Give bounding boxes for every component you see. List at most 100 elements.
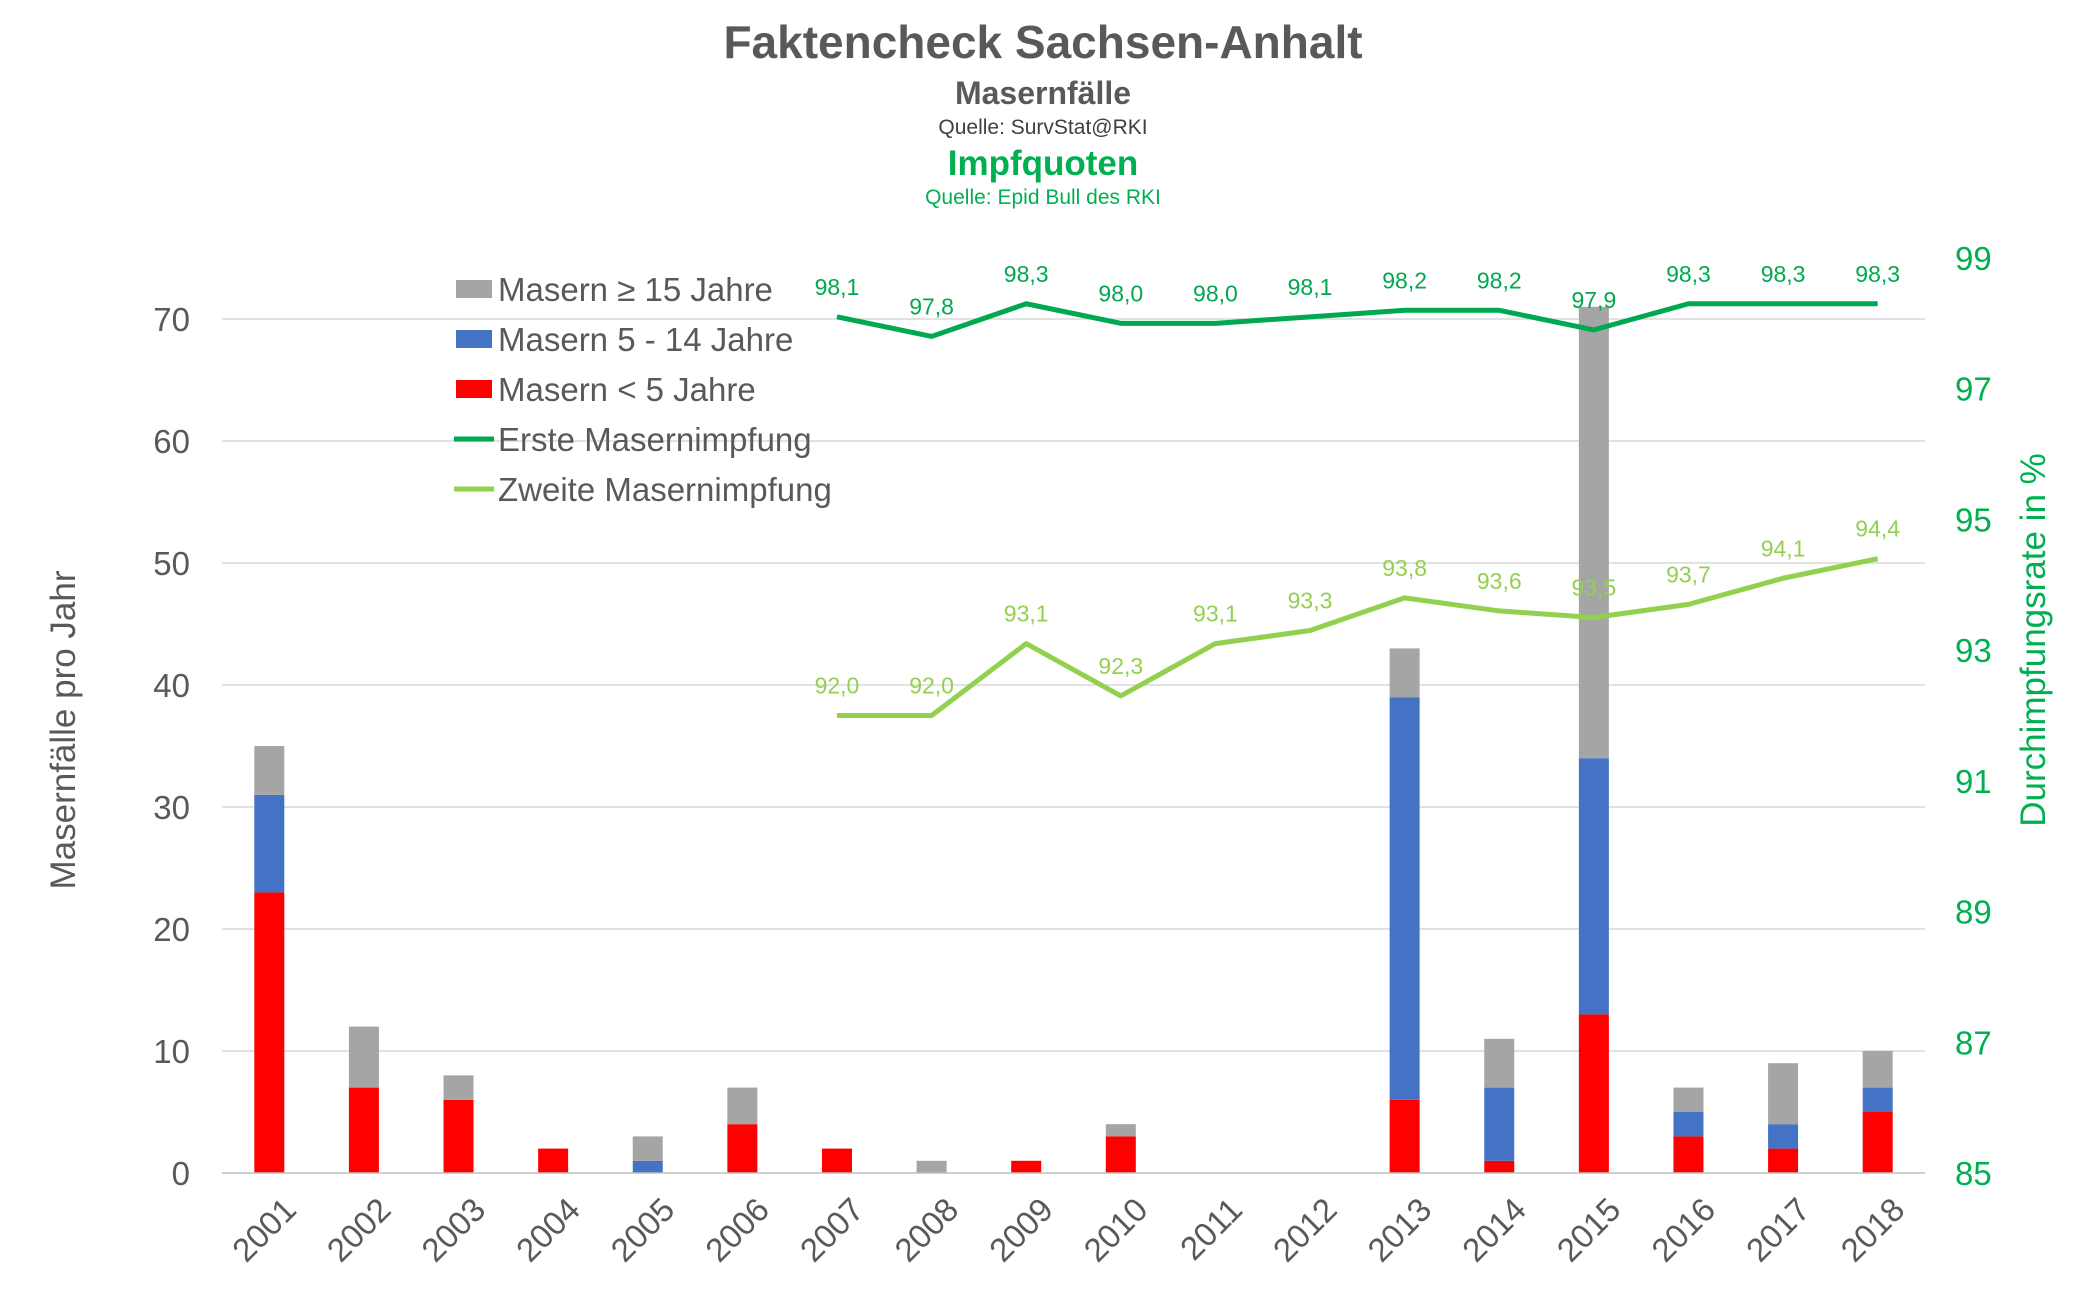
bar-under-5 — [1578, 1014, 1609, 1173]
data-label: 93,7 — [1666, 561, 1711, 587]
data-label: 98,3 — [1855, 261, 1900, 287]
bar-5-14 — [254, 794, 285, 893]
bar-5-14 — [632, 1160, 663, 1173]
data-labels: 98,1 97,8 98,3 98,0 98,0 98,1 98,2 98,2 97,9 98,3… — [815, 261, 1901, 699]
y-tick-right: 89 — [1955, 894, 1992, 931]
bar-under-5 — [1673, 1136, 1704, 1173]
data-label: 94,4 — [1855, 516, 1900, 542]
x-tick-label: 2009 — [982, 1191, 1060, 1269]
bar-15-plus — [1768, 1063, 1799, 1125]
x-tick-label: 2002 — [320, 1191, 398, 1269]
bar-under-5 — [254, 892, 285, 1173]
bar-under-5 — [1862, 1112, 1893, 1173]
bar-under-5 — [1484, 1160, 1515, 1173]
bar-under-5 — [821, 1148, 852, 1173]
y-tick-left: 10 — [153, 1033, 190, 1070]
bar-under-5 — [1105, 1136, 1136, 1173]
bars — [254, 306, 1893, 1173]
data-label: 92,0 — [909, 673, 954, 699]
data-label: 93,5 — [1571, 574, 1616, 600]
x-tick-label: 2010 — [1076, 1191, 1154, 1269]
line-second-dose — [836, 556, 1879, 718]
data-label: 98,0 — [1098, 280, 1143, 306]
x-tick-label: 2018 — [1833, 1191, 1911, 1269]
data-label: 98,3 — [1666, 261, 1711, 287]
x-tick-label: 2011 — [1173, 1191, 1249, 1267]
gridlines — [222, 318, 1925, 1052]
legend: Masern ≥ 15 Jahre Masern 5 - 14 Jahre Mase… — [454, 271, 832, 508]
legend-15-plus-swatch — [456, 280, 492, 298]
x-tick-label: 2006 — [698, 1191, 776, 1269]
y-tick-left: 40 — [153, 667, 190, 704]
bar-15-plus — [254, 746, 285, 795]
bar-15-plus — [1484, 1038, 1515, 1088]
data-label: 92,0 — [815, 673, 860, 699]
data-label: 98,1 — [815, 274, 860, 300]
data-label: 94,1 — [1761, 535, 1806, 561]
bar-under-5 — [348, 1087, 379, 1173]
y-tick-right: 95 — [1955, 501, 1992, 538]
x-tick-label: 2017 — [1739, 1191, 1817, 1269]
line-first-dose — [836, 301, 1878, 339]
x-tick-label: 2014 — [1455, 1191, 1533, 1269]
y-tick-right: 87 — [1955, 1024, 1992, 1061]
y-tick-left: 20 — [153, 911, 190, 948]
data-label: 93,8 — [1382, 555, 1427, 581]
y-tick-left: 60 — [153, 423, 190, 460]
x-tick-label: 2003 — [414, 1191, 492, 1269]
bar-15-plus — [1389, 648, 1420, 698]
y-tick-left: 0 — [172, 1155, 190, 1192]
y-axis-right-label: Durchimpfungsrate in % — [2014, 453, 2053, 827]
bar-5-14 — [1578, 758, 1609, 1015]
bar-under-5 — [1011, 1160, 1042, 1173]
data-label: 98,3 — [1761, 261, 1806, 287]
x-tick-label: 2015 — [1550, 1191, 1628, 1269]
y-tick-left: 50 — [153, 545, 190, 582]
chart-subtitle-vaccination: Impfquoten — [948, 144, 1139, 183]
bar-15-plus — [632, 1136, 663, 1161]
legend-under-5: Masern < 5 Jahre — [498, 371, 756, 408]
data-label: 93,6 — [1477, 568, 1522, 594]
data-label: 93,3 — [1288, 588, 1333, 614]
legend-under-5-swatch — [456, 380, 492, 398]
chart-title: Faktencheck Sachsen-Anhalt — [723, 16, 1362, 68]
y-axis-left-label: Masernfälle pro Jahr — [44, 570, 83, 889]
bar-15-plus — [916, 1160, 947, 1173]
lines — [836, 301, 1879, 718]
bar-15-plus — [1578, 306, 1609, 759]
y-tick-right: 99 — [1955, 240, 1992, 277]
bar-5-14 — [1484, 1087, 1515, 1161]
data-label: 93,1 — [1193, 601, 1238, 627]
x-tick-label: 2013 — [1360, 1191, 1438, 1269]
legend-second-dose: Zweite Masernimpfung — [498, 471, 832, 508]
bar-5-14 — [1389, 697, 1420, 1100]
x-tick-label: 2016 — [1644, 1191, 1722, 1269]
chart-subtitle-cases: Masernfälle — [955, 75, 1131, 111]
y-tick-left: 30 — [153, 789, 190, 826]
bar-under-5 — [727, 1124, 758, 1173]
bar-15-plus — [348, 1026, 379, 1088]
y-tick-right: 91 — [1955, 763, 1992, 800]
bar-5-14 — [1768, 1124, 1799, 1149]
data-label: 93,1 — [1004, 601, 1049, 627]
bar-15-plus — [1862, 1051, 1893, 1088]
data-label: 98,2 — [1382, 267, 1427, 293]
x-tick-label: 2001 — [225, 1191, 303, 1269]
x-tick-label: 2007 — [793, 1191, 871, 1269]
chart-source-cases: Quelle: SurvStat@RKI — [938, 116, 1147, 139]
bar-under-5 — [1389, 1099, 1420, 1173]
data-label: 97,9 — [1571, 287, 1616, 313]
y-tick-right: 93 — [1955, 632, 1992, 669]
legend-first-dose: Erste Masernimpfung — [498, 421, 812, 458]
data-label: 92,3 — [1098, 653, 1143, 679]
legend-5-14: Masern 5 - 14 Jahre — [498, 321, 793, 358]
legend-5-14-swatch — [456, 330, 492, 348]
bar-5-14 — [1862, 1087, 1893, 1112]
y-tick-left: 70 — [153, 301, 190, 338]
bar-under-5 — [1768, 1148, 1799, 1173]
x-tick-label: 2008 — [887, 1191, 965, 1269]
y-tick-right: 97 — [1955, 371, 1992, 408]
bar-15-plus — [443, 1075, 474, 1100]
